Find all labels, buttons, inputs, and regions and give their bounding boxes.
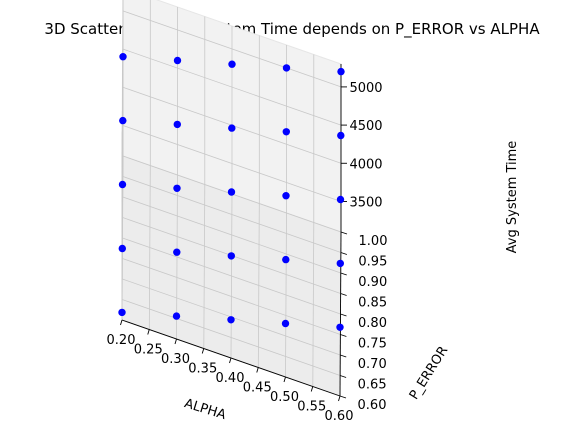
y-tick-label: 0.95 [358,255,387,270]
data-point [282,64,291,72]
data-point [282,192,290,200]
data-point [282,255,290,264]
data-point [337,67,345,76]
data-point [282,128,290,136]
x-tick [120,319,123,326]
x-tick-label: 0.20 [107,333,136,348]
data-point [227,188,236,196]
z-axis-label: Avg System Time [505,141,520,254]
data-point [173,120,181,129]
y-tick-label: 0.60 [358,398,387,413]
x-tick-label: 0.30 [161,352,190,367]
y-tick [340,252,348,255]
y-tick [340,272,347,276]
x-tick-label: 0.55 [297,400,326,415]
data-point [227,316,235,324]
x-tick [147,329,150,335]
x-axis-label: ALPHA [182,396,227,423]
x-tick [310,386,314,392]
y-tick-label: 1.00 [359,234,388,249]
data-point [227,252,235,260]
y-tick-label: 0.80 [358,316,387,331]
y-tick-label: 0.85 [358,296,387,311]
x-tick-label: 0.60 [325,409,354,424]
z-tick-label: 4000 [349,157,382,172]
y-tick-label: 0.70 [358,357,387,372]
data-point [118,244,127,253]
y-tick [340,293,347,296]
z-tick-label: 5000 [349,81,382,96]
y-tick [340,354,347,358]
x-tick-label: 0.45 [243,381,272,396]
y-tick [340,313,347,317]
data-point [281,319,290,328]
data-point [172,312,181,320]
z-tick-label: 3500 [349,195,382,210]
x-tick-label: 0.40 [216,371,245,386]
data-point [118,180,127,189]
data-point [336,323,344,331]
data-point [173,184,181,192]
y-tick [340,231,348,235]
x-tick-label: 0.50 [270,390,299,405]
y-tick-label: 0.75 [358,337,387,352]
x-tick [338,395,341,402]
x-tick [174,338,177,345]
data-point [119,116,127,125]
y-axis-label: P_ERROR [407,344,451,403]
chart-tick-labels: 0.200.250.300.350.400.450.500.550.600.60… [107,81,388,424]
x-tick [229,357,232,364]
data-point [228,124,236,132]
y-tick [339,375,347,378]
x-tick [201,348,205,354]
data-point [336,195,345,204]
x-tick-label: 0.35 [188,362,217,377]
data-point [119,53,127,61]
chart-grid [121,0,342,397]
x-tick [256,367,259,373]
y-tick [339,395,347,399]
data-point [228,60,236,68]
y-tick [340,334,347,337]
x-tick-label: 0.25 [134,343,163,358]
data-point [118,308,126,317]
chart-axes [120,64,348,402]
data-point [173,56,182,65]
data-point [337,131,345,140]
chart-points [118,53,345,331]
z-tick-label: 4500 [349,119,382,134]
x-tick [283,376,286,383]
chart-title: 3D Scatter: Average System Time depends … [44,20,540,39]
data-point [173,248,181,256]
y-tick-label: 0.65 [358,378,387,393]
data-point [336,259,344,268]
y-tick-label: 0.90 [358,275,387,290]
